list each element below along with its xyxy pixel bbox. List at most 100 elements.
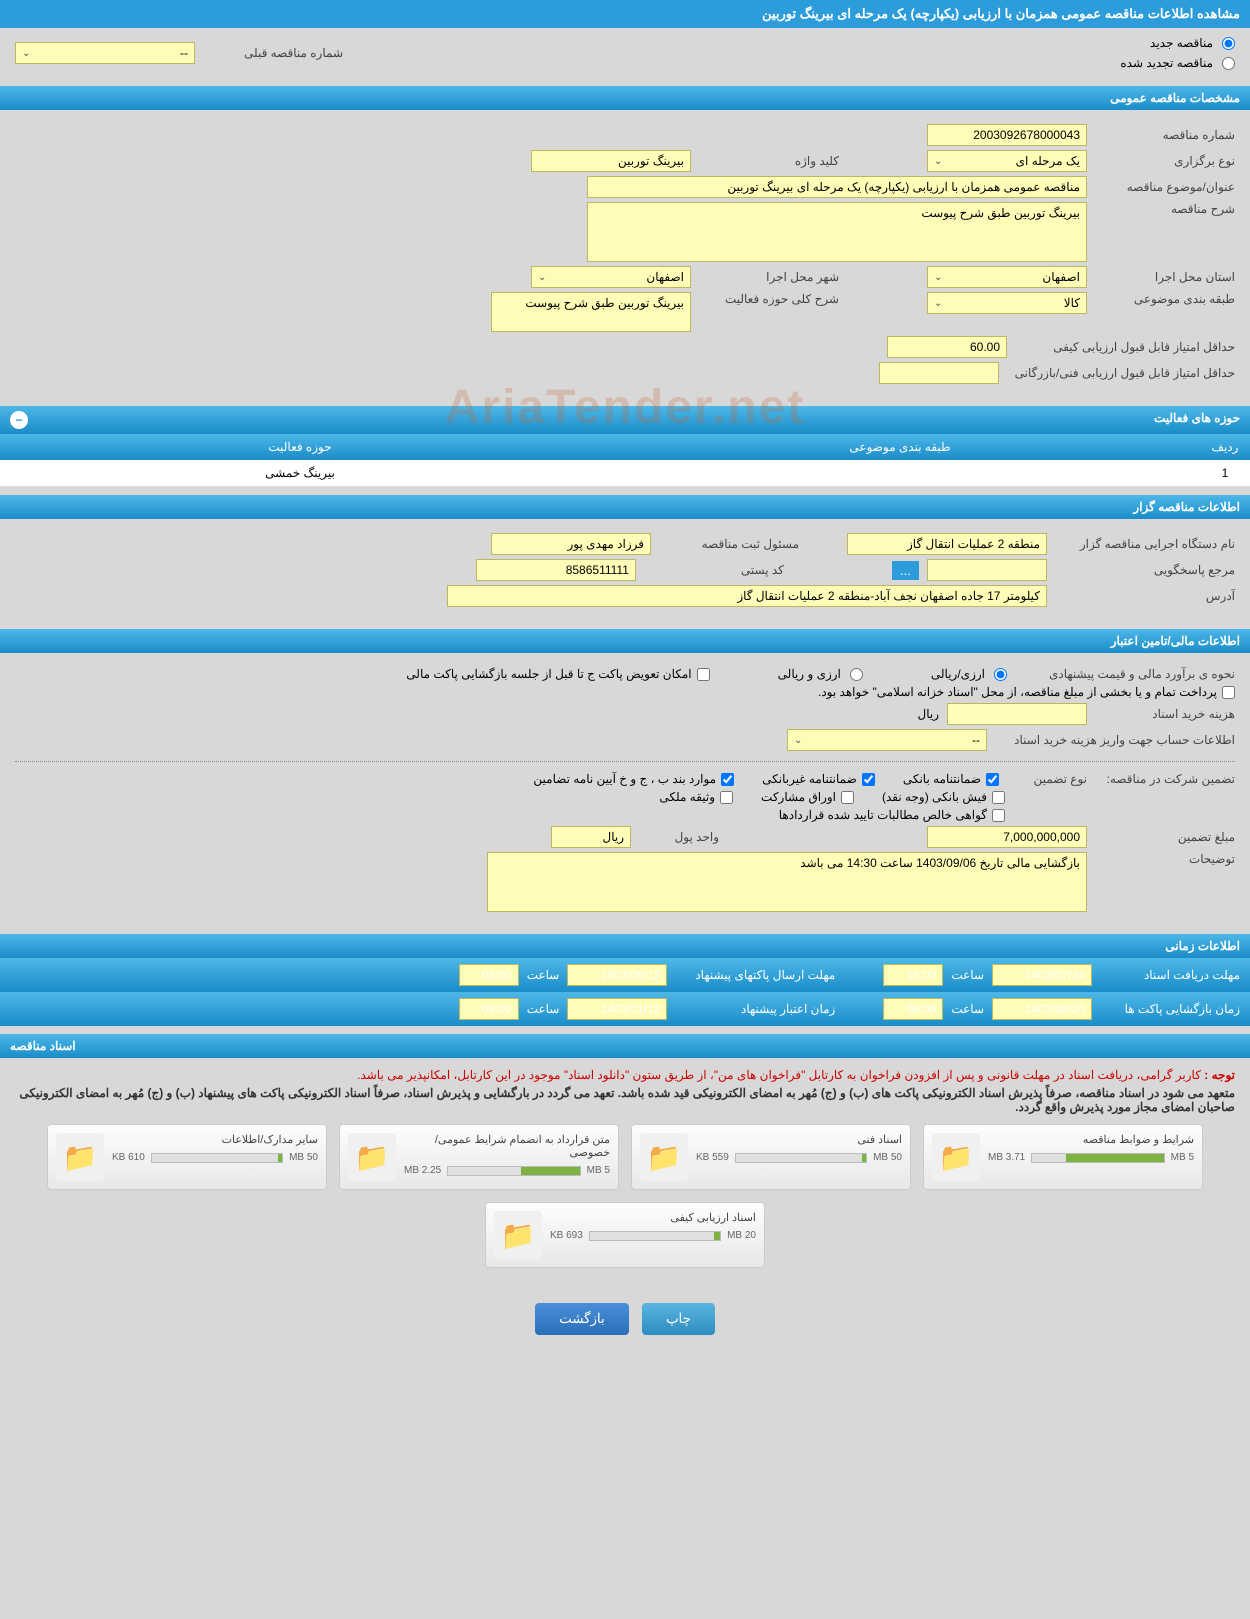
progress-bar bbox=[735, 1153, 867, 1163]
file-max: 20 MB bbox=[727, 1230, 756, 1241]
province-value: اصفهان bbox=[1042, 270, 1080, 284]
progress-bar bbox=[1031, 1153, 1164, 1163]
file-max: 5 MB bbox=[1171, 1152, 1194, 1163]
divider bbox=[15, 761, 1235, 762]
guarantee-amount-label: مبلغ تضمین bbox=[1095, 830, 1235, 844]
doc-deadline-time: 16:00 bbox=[883, 964, 943, 986]
tender-no-label: شماره مناقصه bbox=[1095, 128, 1235, 142]
file-name: اسناد فنی bbox=[696, 1133, 902, 1146]
city-value: اصفهان bbox=[646, 270, 684, 284]
folder-icon: 📁 bbox=[348, 1133, 396, 1181]
cell-idx: 1 bbox=[1200, 466, 1250, 480]
radio-new-tender[interactable]: مناقصه جدید bbox=[1120, 36, 1235, 50]
unit-label: واحد پول bbox=[639, 830, 719, 844]
submit-time: 08:00 bbox=[459, 964, 519, 986]
province-label: استان محل اجرا bbox=[1095, 270, 1235, 284]
section-activity: حوزه های فعالیت − bbox=[0, 406, 1250, 434]
progress-bar bbox=[151, 1153, 283, 1163]
file-box[interactable]: متن قرارداد به انضمام شرایط عمومی/خصوصی … bbox=[339, 1124, 619, 1190]
desc-field: بیرینگ توربین طبق شرح پیوست bbox=[587, 202, 1087, 262]
guarantee-label: تضمین شرکت در مناقصه: bbox=[1095, 772, 1235, 786]
validity-label: زمان اعتبار پیشنهاد bbox=[675, 1002, 835, 1016]
file-size: 3.71 MB bbox=[988, 1152, 1025, 1163]
activity-title: حوزه های فعالیت bbox=[1154, 411, 1240, 429]
contact-label: مرجع پاسخگویی bbox=[1055, 563, 1235, 577]
notice-line1: کاربر گرامی، دریافت اسناد در مهلت قانونی… bbox=[357, 1068, 1201, 1082]
minimize-icon[interactable]: − bbox=[10, 411, 28, 429]
chk-nonbank[interactable]: ضمانتنامه غیربانکی bbox=[762, 772, 875, 786]
folder-icon: 📁 bbox=[494, 1211, 542, 1259]
rep-label: مسئول ثبت مناقصه bbox=[659, 537, 799, 551]
rial-label: ارزی/ریالی bbox=[931, 667, 985, 681]
city-select[interactable]: اصفهان ⌄ bbox=[531, 266, 691, 288]
chk-bonds[interactable]: اوراق مشارکت bbox=[761, 790, 854, 804]
time-label-4: ساعت bbox=[527, 1002, 560, 1016]
chevron-down-icon: ⌄ bbox=[934, 272, 942, 283]
min-qual-label: حداقل امتیاز قابل قبول ارزیابی کیفی bbox=[1015, 340, 1235, 354]
file-grid: شرایط و ضوابط مناقصه 5 MB 3.71 MB 📁 اسنا… bbox=[15, 1114, 1235, 1278]
chevron-down-icon: ⌄ bbox=[934, 298, 942, 309]
activity-table-header: ردیف طبقه بندی موضوعی حوزه فعالیت bbox=[0, 434, 1250, 460]
type-value: یک مرحله ای bbox=[1016, 154, 1080, 168]
doc-deadline-date: 1403/07/24 bbox=[992, 964, 1092, 986]
category-value: کالا bbox=[1064, 296, 1080, 310]
radio-renewed-tender[interactable]: مناقصه تجدید شده bbox=[1120, 56, 1235, 70]
file-name: اسناد ارزیابی کیفی bbox=[550, 1211, 756, 1224]
min-tech-label: حداقل امتیاز قابل قبول ارزیابی فنی/بازرگ… bbox=[1007, 366, 1235, 380]
validity-time: 08:00 bbox=[459, 998, 519, 1020]
prev-tender-label: شماره مناقصه قبلی bbox=[203, 46, 343, 60]
progress-bar bbox=[589, 1231, 721, 1241]
file-max: 5 MB bbox=[587, 1165, 610, 1176]
payment-note-check[interactable]: پرداخت تمام و یا بخشی از مبلغ مناقصه، از… bbox=[818, 685, 1235, 699]
file-size: 559 KB bbox=[696, 1152, 729, 1163]
min-tech-field bbox=[879, 362, 999, 384]
file-size: 2.25 MB bbox=[404, 1165, 441, 1176]
doc-cost-field bbox=[947, 703, 1087, 725]
file-box[interactable]: سایر مدارک/اطلاعات 50 MB 610 KB 📁 bbox=[47, 1124, 327, 1190]
chk-property[interactable]: وثیقه ملکی bbox=[659, 790, 733, 804]
section-general: مشخصات مناقصه عمومی bbox=[0, 86, 1250, 110]
doc-cost-unit: ریال bbox=[917, 707, 939, 721]
docs-notice-2: متعهد می شود در اسناد مناقصه، صرفاً پذیر… bbox=[15, 1086, 1235, 1114]
prev-tender-select[interactable]: -- ⌄ bbox=[15, 42, 195, 64]
file-box[interactable]: اسناد فنی 50 MB 559 KB 📁 bbox=[631, 1124, 911, 1190]
guarantee-type-label: نوع تضمین bbox=[1007, 772, 1087, 786]
progress-bar bbox=[447, 1166, 580, 1176]
file-name: سایر مدارک/اطلاعات bbox=[112, 1133, 318, 1146]
page-title: مشاهده اطلاعات مناقصه عمومی همزمان با ار… bbox=[0, 0, 1250, 28]
radio-renewed-label: مناقصه تجدید شده bbox=[1120, 56, 1213, 70]
chk-confirmed[interactable]: گواهی خالص مطالبات تایید شده قراردادها bbox=[779, 808, 1005, 822]
radio-rial[interactable]: ارزی/ریالی bbox=[931, 667, 1007, 681]
col-idx: ردیف bbox=[1200, 440, 1250, 454]
category-select[interactable]: کالا ⌄ bbox=[927, 292, 1087, 314]
folder-icon: 📁 bbox=[56, 1133, 104, 1181]
back-button[interactable]: بازگشت bbox=[535, 1303, 629, 1335]
doc-cost-label: هزینه خرید اسناد bbox=[1095, 707, 1235, 721]
account-label: اطلاعات حساب جهت واریز هزینه خرید اسناد bbox=[995, 733, 1235, 747]
print-button[interactable]: چاپ bbox=[642, 1303, 715, 1335]
table-row: 1 بیرینگ خمشی bbox=[0, 460, 1250, 487]
cell-category bbox=[600, 466, 1200, 480]
swap-checkbox[interactable]: امکان تعویض پاکت ج تا قبل از جلسه بازگشا… bbox=[406, 667, 709, 681]
guarantee-amount-field: 7,000,000,000 bbox=[927, 826, 1087, 848]
chevron-down-icon: ⌄ bbox=[538, 272, 546, 283]
payment-note: پرداخت تمام و یا بخشی از مبلغ مناقصه، از… bbox=[818, 685, 1217, 699]
chk-bond-notes[interactable]: موارد بند ب ، ج و خ آیین نامه تضامین bbox=[533, 772, 734, 786]
file-box[interactable]: اسناد ارزیابی کیفی 20 MB 693 KB 📁 bbox=[485, 1202, 765, 1268]
account-select[interactable]: -- ⌄ bbox=[787, 729, 987, 751]
province-select[interactable]: اصفهان ⌄ bbox=[927, 266, 1087, 288]
section-timing: اطلاعات زمانی bbox=[0, 934, 1250, 958]
more-button[interactable]: ... bbox=[892, 561, 919, 580]
notice-prefix: توجه : bbox=[1201, 1068, 1235, 1082]
address-field: کیلومتر 17 جاده اصفهان نجف آباد-منطقه 2 … bbox=[447, 585, 1047, 607]
chk-bank[interactable]: ضمانتنامه بانکی bbox=[903, 772, 999, 786]
type-select[interactable]: یک مرحله ای ⌄ bbox=[927, 150, 1087, 172]
section-organizer: اطلاعات مناقصه گزار bbox=[0, 495, 1250, 519]
type-label: نوع برگزاری bbox=[1095, 154, 1235, 168]
chk-receipt[interactable]: فیش بانکی (وجه نقد) bbox=[882, 790, 1005, 804]
time-bar-1: مهلت دریافت اسناد 1403/07/24 ساعت 16:00 … bbox=[0, 958, 1250, 992]
radio-currency[interactable]: ارزی و ریالی bbox=[778, 667, 863, 681]
open-time: 08:00 bbox=[883, 998, 943, 1020]
file-box[interactable]: شرایط و ضوابط مناقصه 5 MB 3.71 MB 📁 bbox=[923, 1124, 1203, 1190]
postal-label: کد پستی bbox=[644, 563, 784, 577]
